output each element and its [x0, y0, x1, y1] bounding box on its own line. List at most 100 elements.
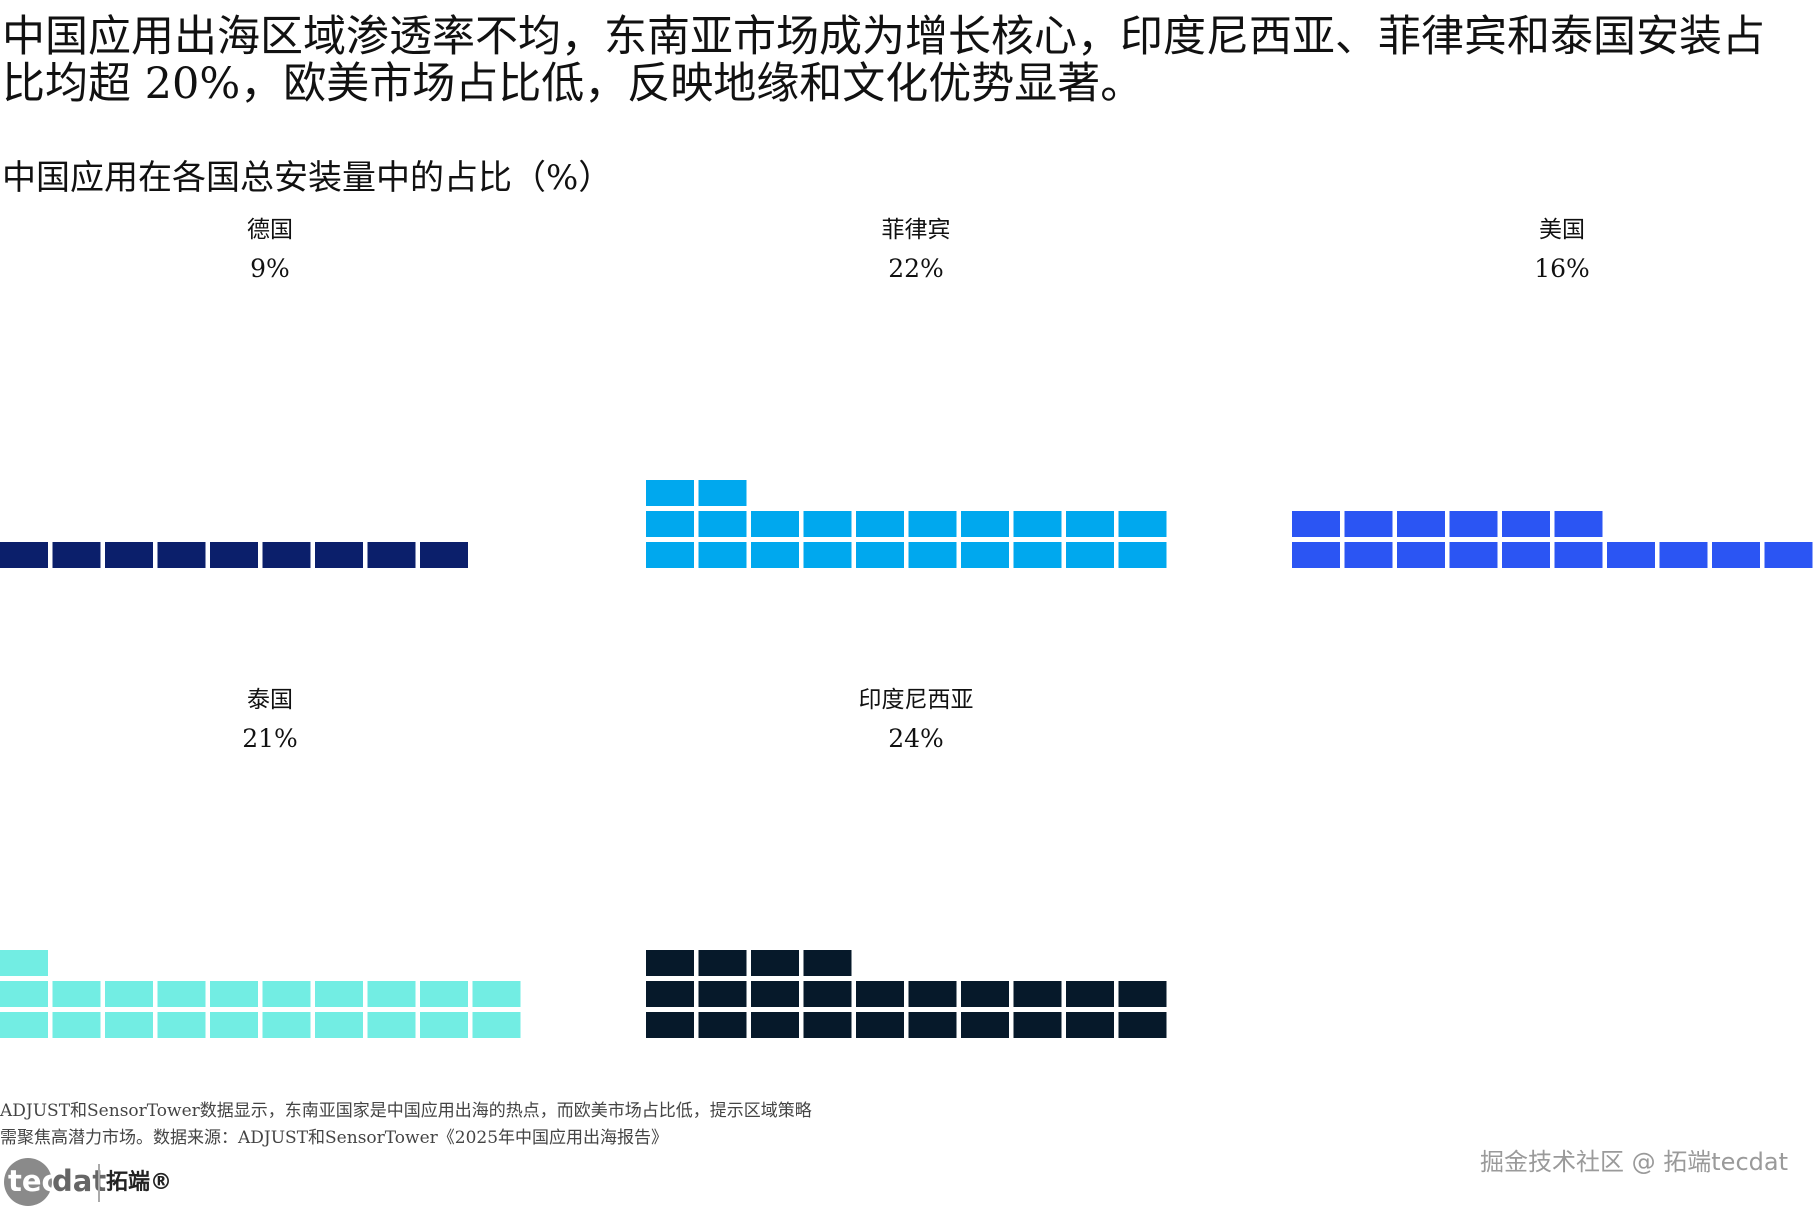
waffle-cell: [472, 1012, 521, 1038]
waffle-cell: [803, 511, 852, 537]
logo-text-tec: tec: [8, 1164, 59, 1198]
waffle-cell: [210, 981, 258, 1007]
waffle-cell: [1066, 511, 1114, 537]
waffle-cell: [420, 542, 468, 568]
waffle-cell: [105, 981, 153, 1007]
waffle-grid: [646, 480, 1167, 568]
waffle-cell: [367, 981, 416, 1007]
waffle-cell: [1502, 511, 1550, 537]
waffle-cell: [856, 1012, 904, 1038]
waffle-cell: [908, 542, 957, 568]
waffle-cell: [1344, 542, 1393, 568]
logo-text-cn: 拓端®: [106, 1170, 173, 1195]
waffle-cell: [1554, 511, 1603, 537]
waffle-grid: [646, 950, 1167, 1038]
waffle-cell: [157, 981, 206, 1007]
chart-title: 中国应用在各国总安装量中的占比（%）: [2, 158, 613, 198]
waffle-cell: [961, 542, 1009, 568]
waffle-cell: [1013, 1012, 1062, 1038]
logo-circle: [4, 1158, 52, 1206]
waffle-cell: [0, 542, 48, 568]
waffle-cell: [52, 542, 101, 568]
panel-value-label: 22%: [888, 254, 944, 283]
waffle-cell: [751, 542, 799, 568]
waffle-cell: [908, 981, 957, 1007]
panel-value-label: 21%: [242, 724, 298, 753]
waffle-cell: [52, 981, 101, 1007]
waffle-cell: [1397, 542, 1445, 568]
waffle-cell: [1292, 511, 1340, 537]
waffle-cell: [105, 1012, 153, 1038]
waffle-cell: [1397, 511, 1445, 537]
waffle-cell: [803, 542, 852, 568]
waffle-cell: [751, 981, 799, 1007]
waffle-cell: [856, 511, 904, 537]
waffle-cell: [1554, 542, 1603, 568]
waffle-cell: [0, 1012, 48, 1038]
waffle-cell: [1449, 542, 1498, 568]
waffle-panel-philippines: 菲律宾 22%: [646, 216, 1186, 676]
panel-value-label: 16%: [1534, 254, 1590, 283]
waffle-cell: [367, 542, 416, 568]
waffle-cell: [262, 981, 311, 1007]
waffle-cell: [315, 542, 363, 568]
panel-label: 印度尼西亚: [858, 687, 974, 713]
waffle-cell: [1118, 1012, 1167, 1038]
waffle-cell: [0, 981, 48, 1007]
waffle-grid: [0, 542, 468, 568]
waffle-panel-usa: 美国 16%: [1292, 216, 1814, 676]
waffle-grid: [1292, 511, 1813, 568]
waffle-cell: [420, 1012, 468, 1038]
waffle-cell: [961, 1012, 1009, 1038]
waffle-cell: [646, 950, 694, 976]
logo-divider: [98, 1164, 100, 1202]
waffle-cell: [908, 1012, 957, 1038]
waffle-cell: [1118, 542, 1167, 568]
waffle-cell: [1066, 542, 1114, 568]
waffle-cell: [315, 1012, 363, 1038]
footnote-line: ADJUST和SensorTower数据显示，东南亚国家是中国应用出海的热点，而…: [0, 1101, 812, 1121]
waffle-cell: [1502, 542, 1550, 568]
waffle-cell: [1764, 542, 1813, 568]
waffle-panel-germany: 德国 9%: [0, 216, 540, 676]
waffle-cell: [262, 1012, 311, 1038]
waffle-cell: [646, 981, 694, 1007]
waffle-panel-indonesia: 印度尼西亚 24%: [646, 686, 1186, 1146]
waffle-cell: [0, 950, 48, 976]
waffle-cell: [698, 511, 747, 537]
waffle-cell: [315, 981, 363, 1007]
waffle-cell: [646, 542, 694, 568]
panel-value-label: 24%: [888, 724, 944, 753]
waffle-cell: [751, 950, 799, 976]
waffle-cell: [698, 480, 747, 506]
waffle-cell: [367, 1012, 416, 1038]
waffle-cell: [1066, 1012, 1114, 1038]
footnote: ADJUST和SensorTower数据显示，东南亚国家是中国应用出海的热点，而…: [0, 1098, 900, 1152]
tecdat-logo: tec dat 拓端®: [4, 1158, 204, 1210]
waffle-grid: [0, 950, 521, 1038]
waffle-cell: [1013, 511, 1062, 537]
waffle-cell: [646, 511, 694, 537]
waffle-cell: [210, 1012, 258, 1038]
waffle-cell: [1659, 542, 1708, 568]
waffle-cell: [1066, 981, 1114, 1007]
waffle-cell: [856, 981, 904, 1007]
waffle-cell: [1292, 542, 1340, 568]
waffle-cell: [803, 981, 852, 1007]
waffle-cell: [698, 981, 747, 1007]
waffle-cell: [1712, 542, 1760, 568]
panel-label: 德国: [247, 217, 293, 243]
waffle-cell: [646, 1012, 694, 1038]
waffle-panel-thailand: 泰国 21%: [0, 686, 540, 1146]
waffle-cell: [420, 981, 468, 1007]
waffle-cell: [1449, 511, 1498, 537]
footnote-line: 需聚焦高潜力市场。数据来源：ADJUST和SensorTower《2025年中国…: [0, 1128, 669, 1148]
waffle-cell: [105, 542, 153, 568]
waffle-cell: [210, 542, 258, 568]
watermark: 掘金技术社区 @ 拓端tecdat: [1480, 1148, 1788, 1176]
panel-label: 泰国: [247, 687, 293, 713]
waffle-cell: [646, 480, 694, 506]
waffle-cell: [961, 511, 1009, 537]
waffle-cell: [961, 981, 1009, 1007]
waffle-cell: [262, 542, 311, 568]
